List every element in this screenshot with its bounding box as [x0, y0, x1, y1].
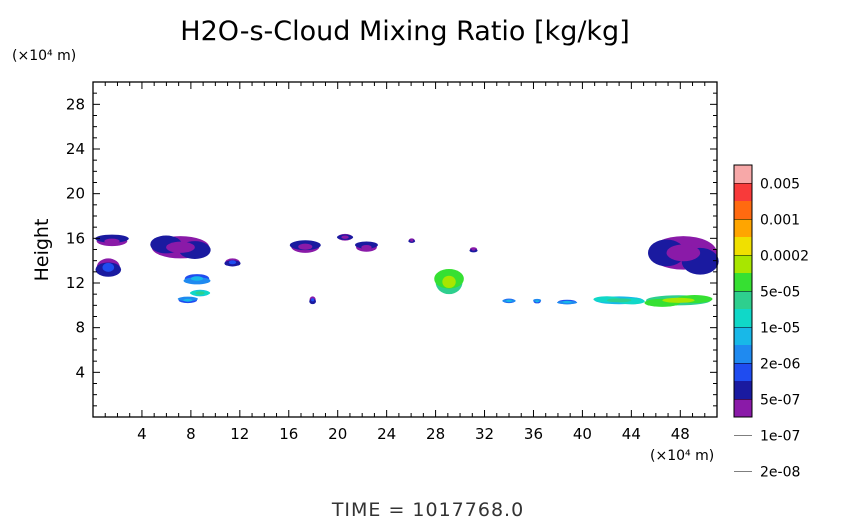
cloud-region [95, 258, 122, 277]
cloud-core [195, 291, 205, 295]
x-tick-label: 36 [524, 425, 543, 443]
cloud-region [224, 258, 241, 267]
colorbar [733, 164, 753, 418]
colorbar-swatch [734, 219, 752, 238]
y-unit-label: (×10⁴ m) [12, 48, 76, 64]
cloud-lobe [469, 248, 478, 253]
cloud-core [166, 241, 195, 253]
x-tick-label: 44 [622, 425, 641, 443]
cloud-core [341, 235, 349, 239]
colorbar-swatch [734, 291, 752, 310]
y-tick-label: 20 [66, 185, 85, 203]
y-tick-labels: 4 8 12 16 20 24 28 [66, 95, 85, 381]
cloud-region [648, 236, 719, 275]
colorbar-swatch [734, 201, 752, 220]
colorbar-label: 5e-05 [760, 285, 800, 301]
colorbar-swatch [734, 345, 752, 364]
colorbar-label: 0.0002 [760, 249, 809, 265]
cloud-core [361, 245, 372, 250]
colorbar-labels: 0.005 0.001 0.0002 5e-05 1e-05 2e-06 5e-07 1e-0… [734, 177, 809, 481]
cloud-region [336, 233, 354, 241]
cloud-core [190, 276, 204, 281]
cloud-region [150, 235, 211, 259]
cloud-region [355, 241, 378, 252]
y-tick-label: 4 [75, 363, 85, 381]
cloud-region [434, 268, 464, 295]
cloud-core [311, 298, 315, 302]
y-tick-label: 8 [75, 319, 85, 337]
colorbar-label: 2e-06 [760, 357, 800, 373]
x-tick-labels: 4 8 12 16 20 24 28 32 36 40 44 48 [137, 425, 690, 443]
y-axis-label: Height [31, 219, 53, 282]
cloud-region [644, 295, 713, 307]
cloud-core [102, 262, 115, 272]
y-tick-label: 28 [66, 95, 85, 113]
colorbar-label: 1e-07 [760, 429, 800, 445]
cloud-region [557, 299, 578, 305]
colorbar-swatch [734, 327, 752, 346]
cloud-core [104, 238, 120, 244]
colorbar-swatch [734, 363, 752, 382]
cloud-region [533, 298, 542, 304]
cloud-core [535, 300, 539, 303]
y-tick-label: 16 [66, 229, 85, 247]
cloud-core [562, 300, 572, 304]
colorbar-swatch [734, 273, 752, 292]
colorbar-swatch [734, 399, 752, 418]
colorbar-label: 0.005 [760, 177, 800, 193]
x-tick-label: 20 [328, 425, 347, 443]
x-unit-label: (×10⁴ m) [650, 448, 714, 464]
cloud-lobe [95, 234, 129, 243]
cloud-core [606, 298, 632, 303]
colorbar-label: 1e-05 [760, 321, 800, 337]
cloud-core [183, 298, 193, 302]
cloud-lobe [183, 277, 211, 285]
cloud-region [502, 298, 516, 304]
cloud-core [505, 299, 513, 302]
cloud-region [95, 234, 129, 247]
x-tick-label: 16 [279, 425, 298, 443]
colorbar-label: 0.001 [760, 213, 800, 229]
colorbar-swatch [734, 165, 752, 184]
x-tick-label: 40 [573, 425, 592, 443]
chart-title: H2O-s-Cloud Mixing Ratio [kg/kg] [180, 16, 629, 47]
cloud-core [471, 248, 476, 251]
x-tick-label: 8 [186, 425, 196, 443]
colorbar-swatch [734, 309, 752, 328]
cloud-region [593, 296, 645, 305]
cloud-field [95, 233, 719, 307]
colorbar-frame [733, 164, 753, 418]
cloud-region [408, 238, 416, 243]
cloud-region [469, 247, 478, 253]
colorbar-swatch [734, 381, 752, 400]
x-tick-label: 48 [671, 425, 690, 443]
axis-ticks [93, 82, 717, 417]
x-tick-label: 32 [475, 425, 494, 443]
colorbar-swatch [734, 237, 752, 256]
colorbar-swatch [734, 255, 752, 274]
x-tick-label: 24 [377, 425, 396, 443]
y-tick-label: 12 [66, 274, 85, 292]
cloud-region [309, 296, 316, 305]
cloud-core [662, 297, 695, 303]
cloud-core [228, 260, 237, 265]
cloud-region [177, 296, 198, 304]
cloud-region [189, 289, 211, 297]
x-tick-label: 4 [137, 425, 147, 443]
x-tick-label: 12 [230, 425, 249, 443]
colorbar-swatch [734, 183, 752, 202]
cloud-core [442, 275, 456, 289]
y-tick-label: 24 [66, 140, 85, 158]
cloud-region [289, 240, 321, 253]
x-tick-label: 28 [426, 425, 445, 443]
cloud-region [183, 274, 211, 285]
colorbar-label: 5e-07 [760, 393, 800, 409]
cloud-core [666, 244, 701, 262]
time-readout: TIME = 1017768.0 [331, 499, 524, 519]
cloud-core [298, 243, 313, 250]
colorbar-label: 2e-08 [760, 465, 800, 481]
cloud-core [410, 239, 414, 242]
